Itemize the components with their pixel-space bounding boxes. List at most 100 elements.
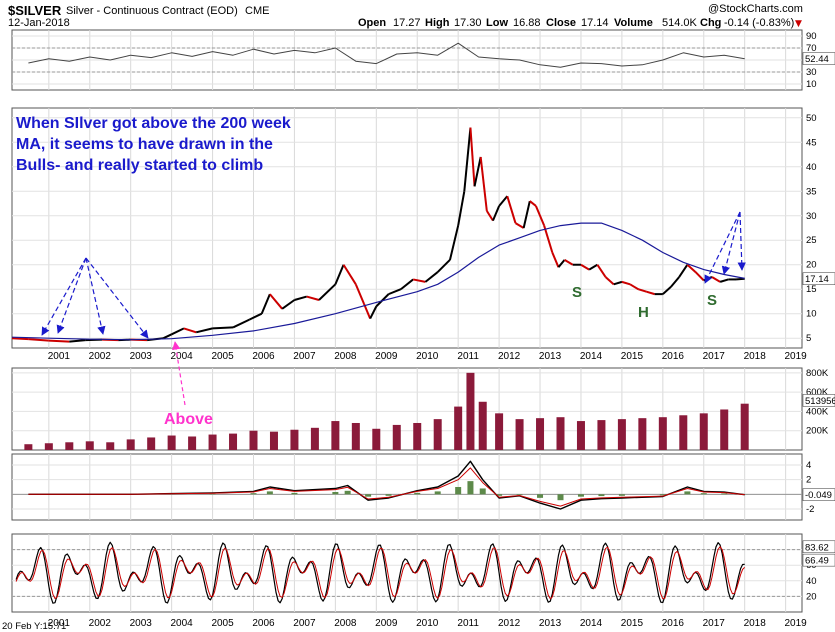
volume-bar [208,434,217,450]
exchange: CME [245,5,269,17]
y-tick-label: 4 [806,460,811,471]
x-tick-label-bottom: 2002 [89,618,112,629]
price-segment [678,264,689,278]
price-segment [334,264,345,285]
price-segment [342,264,357,285]
volume-bar [65,442,74,450]
y-tick-label: 800K [806,368,829,379]
price-segment [28,338,49,342]
price-segment [506,195,517,224]
macd-histogram-bar [250,493,257,495]
volume-bar [229,433,238,450]
x-tick-label-bottom: 2009 [375,618,398,629]
high-label: High [425,17,450,29]
price-segment [449,225,460,261]
y-tick-label: 30 [806,67,817,78]
price-segment [479,156,488,211]
price-segment [248,312,263,321]
macd-histogram-bar [659,494,666,496]
x-tick-label: 2018 [744,351,767,362]
price-segment [69,339,86,343]
macd-histogram-bar [467,481,474,495]
annotation-arrow [56,257,87,334]
panel-price [11,107,803,349]
volume-bar [679,415,688,450]
price-segment [646,290,655,296]
price-segment [485,210,494,222]
price-segment [637,288,647,293]
x-tick-label-bottom: 2007 [293,618,316,629]
macd-histogram-bar [598,494,605,497]
macd-histogram-bar [700,493,707,495]
price-segment [48,339,70,343]
x-tick-label: 2017 [703,351,726,362]
note-line-3: Bulls- and really started to climb [16,157,263,174]
value-badge-text: 52.44 [805,54,829,65]
price-segment [463,127,472,192]
above-arrow [172,341,186,406]
volume-bar [269,431,278,450]
volume-bar [392,424,401,450]
y-tick-label: 35 [806,186,817,197]
y-tick-label: 15 [806,284,817,295]
volume-bar [658,417,667,450]
x-tick-label-bottom: 2006 [252,618,275,629]
price-segment [580,263,590,271]
annotation-arrow [85,257,106,335]
price-segment [596,264,607,278]
rsi-line [28,42,745,68]
change-down-icon: ▼ [795,19,802,29]
value-badge [802,553,835,567]
chart-date: 12-Jan-2018 [8,17,70,29]
volume-label: Volume [614,17,653,29]
annotation-arrows [41,211,746,406]
macd-histogram-bar [385,494,392,496]
volume-bar [740,403,749,450]
pattern-right-shoulder: S [707,292,717,309]
price-segment [11,337,29,341]
volume-bar [720,409,729,450]
change-label: Chg [700,17,721,29]
pattern-left-shoulder: S [572,284,582,301]
x-tick-label-bottom: 2015 [621,618,644,629]
x-tick-label-bottom: 2018 [744,618,767,629]
axis-labels: 2001 2001 2002 2002 2003 2003 2004 2004 2005 2005… [48,31,835,629]
price-segment [469,127,476,187]
watermark: @StockCharts.com [708,3,803,15]
x-tick-label: 2005 [211,351,234,362]
price-segment [412,278,426,283]
y-tick-label: 10 [806,79,817,90]
price-segment [354,283,365,305]
x-tick-label-bottom: 2005 [211,618,234,629]
plot-layer [11,42,749,604]
volume-bar [597,420,606,450]
annotation-arrow [721,211,741,275]
price-segment [564,258,574,266]
macd-histogram-bar [209,493,216,495]
price-segment [514,222,525,229]
price-segment [369,305,378,320]
y-tick-label: 25 [806,235,817,246]
y-tick-label: 20 [806,591,817,602]
stoch-d-line [15,546,746,600]
volume-bar [351,422,360,450]
price-segment [400,278,414,291]
open-value: 17.27 [393,17,421,29]
x-tick-label: 2016 [662,351,685,362]
price-segment [535,205,546,226]
macd-signal-line [28,467,745,507]
value-badge-text: 83.62 [805,542,829,553]
volume-bar [126,439,135,450]
y-tick-label: 2 [806,475,811,486]
annotation-arrow [704,211,741,284]
y-tick-label: 10 [806,309,817,320]
price-segment [529,200,537,207]
y-tick-label: -2 [806,504,814,515]
x-tick-label-bottom: 2003 [130,618,153,629]
volume-bar [85,441,94,450]
x-tick-label: 2007 [293,351,316,362]
price-segment [662,286,672,295]
x-tick-label: 2014 [580,351,603,362]
value-badge-text: -0.049 [805,490,832,501]
y-tick-label: 45 [806,137,817,148]
